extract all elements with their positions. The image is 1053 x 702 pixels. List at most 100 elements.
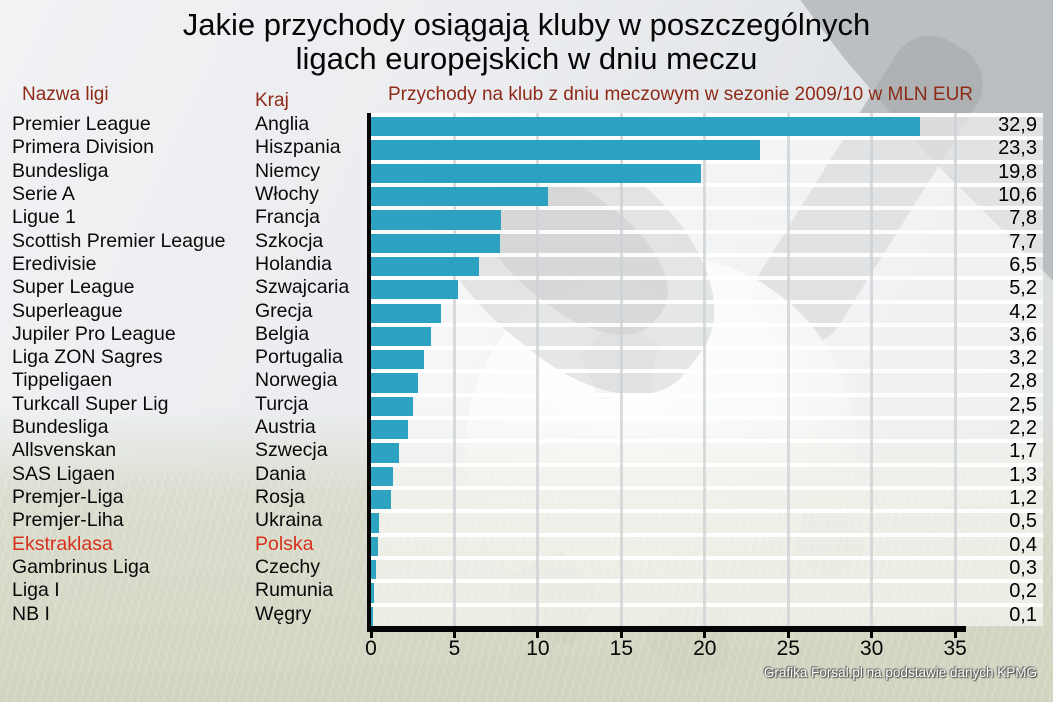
chart-row: 3,6 [371, 322, 1043, 347]
gridline-25 [786, 113, 790, 627]
x-axis-tick-5 [452, 632, 456, 638]
x-axis-tick-10 [536, 632, 540, 638]
country-name: Polska [255, 532, 314, 555]
league-name: Liga ZON Sagres [12, 346, 163, 369]
y-axis-line [367, 113, 371, 630]
league-name-column: Premier League Primera Division Bundesliga… [12, 113, 226, 626]
x-axis-label: 10 [526, 637, 550, 660]
value-label: 0,2 [1009, 580, 1037, 603]
chart-row: 1,7 [371, 439, 1043, 463]
chart-row: 3,2 [371, 346, 1043, 370]
revenue-bar [371, 186, 548, 207]
league-name: Bundesliga [12, 416, 109, 439]
country-name: Holandia [255, 252, 332, 275]
revenue-bar [371, 350, 425, 370]
value-label: 2,8 [1009, 370, 1037, 393]
x-axis-label: 0 [365, 637, 377, 660]
value-label: 19,8 [998, 160, 1037, 183]
league-name: NB I [12, 602, 50, 625]
revenue-bar [371, 396, 413, 417]
gridline-35 [953, 113, 957, 627]
country-name: Rumunia [255, 579, 334, 602]
revenue-bar [371, 536, 378, 556]
column-header-country: Kraj [255, 90, 289, 111]
revenue-bar [371, 163, 702, 183]
chart-row: 19,8 [371, 159, 1043, 183]
revenue-bar [371, 233, 500, 253]
league-name: SAS Ligaen [12, 462, 115, 485]
revenue-bar [371, 559, 376, 580]
league-name: Superleague [12, 299, 123, 322]
value-label: 6,5 [1009, 253, 1037, 276]
x-axis-tick-30 [870, 632, 874, 638]
revenue-bar [371, 303, 442, 323]
revenue-bar [371, 606, 373, 626]
country-name: Włochy [255, 182, 319, 205]
gridline-30 [870, 113, 874, 627]
league-name: Jupiler Pro League [12, 322, 176, 345]
revenue-bar [371, 256, 480, 277]
country-name: Grecja [255, 299, 313, 322]
country-name: Anglia [255, 113, 310, 135]
source-credit: Grafika Forsal.pl na podstawie danych KP… [763, 665, 1037, 680]
revenue-bar [371, 420, 408, 440]
revenue-bar [371, 210, 502, 230]
league-name: Allsvenskan [12, 439, 117, 462]
x-axis-tick-15 [619, 632, 623, 638]
bar-chart-plot-area: 32,9 23,3 19,8 10,6 7,8 7,7 6,5 5,2 4,2 3,6 3,2 2,8… [371, 113, 1043, 627]
league-name: Turkcall Super Lig [12, 392, 169, 415]
x-axis-tick-25 [786, 632, 790, 638]
revenue-bar [371, 466, 393, 486]
league-name: Gambrinus Liga [12, 555, 150, 578]
x-axis-label: 5 [448, 637, 461, 660]
value-label: 5,2 [1009, 277, 1037, 300]
chart-row: 1,3 [371, 462, 1043, 486]
value-label: 1,7 [1009, 440, 1037, 463]
value-label: 0,3 [1009, 556, 1037, 579]
country-name: Hiszpania [255, 136, 341, 159]
chart-row: 0,4 [371, 532, 1043, 556]
chart-row: 5,2 [371, 276, 1043, 300]
chart-row: 2,5 [371, 392, 1043, 417]
value-label: 32,9 [998, 114, 1037, 136]
value-label: 3,2 [1009, 347, 1037, 370]
country-name: Belgia [255, 322, 310, 345]
value-label: 3,6 [1009, 323, 1037, 346]
country-name: Szkocja [255, 229, 324, 252]
country-name: Ukraina [255, 509, 323, 532]
revenue-bar [371, 280, 458, 300]
country-name: Austria [255, 416, 316, 439]
x-axis-label: 35 [943, 637, 967, 660]
page-title-line1: Jakie przychody osiągają kluby w poszcze… [182, 7, 871, 42]
x-axis-label: 25 [776, 637, 800, 660]
revenue-bar [371, 373, 418, 393]
value-label: 10,6 [998, 183, 1037, 206]
chart-row: 32,9 [371, 113, 1043, 137]
country-name: Dania [255, 462, 306, 485]
country-name: Rosja [255, 486, 305, 508]
revenue-bar [371, 117, 921, 137]
country-name: Węgry [255, 602, 312, 625]
column-header-chart: Przychody na klub z dniu meczowym w sezo… [388, 84, 974, 105]
country-name: Czechy [255, 555, 321, 578]
value-label: 2,2 [1009, 417, 1037, 440]
value-label: 23,3 [998, 137, 1037, 160]
chart-row: 7,7 [371, 229, 1043, 253]
league-name: Tippeligaen [12, 369, 113, 392]
x-axis-label: 20 [693, 637, 717, 660]
x-axis-tick-20 [703, 632, 707, 638]
value-label: 4,2 [1009, 300, 1037, 323]
chart-row: 10,6 [371, 182, 1043, 207]
country-name: Szwajcaria [255, 276, 350, 299]
value-label: 1,2 [1009, 487, 1037, 509]
league-name: Premjer-Liga [12, 486, 124, 508]
chart-row: 2,8 [371, 369, 1043, 393]
gridline-15 [619, 113, 623, 627]
x-axis-tick-0 [369, 632, 373, 638]
country-name: Niemcy [255, 159, 321, 182]
chart-row: 2,2 [371, 416, 1043, 440]
chart-row: 0,5 [371, 509, 1043, 533]
country-name: Norwegia [255, 369, 338, 392]
value-label: 0,4 [1009, 533, 1037, 556]
